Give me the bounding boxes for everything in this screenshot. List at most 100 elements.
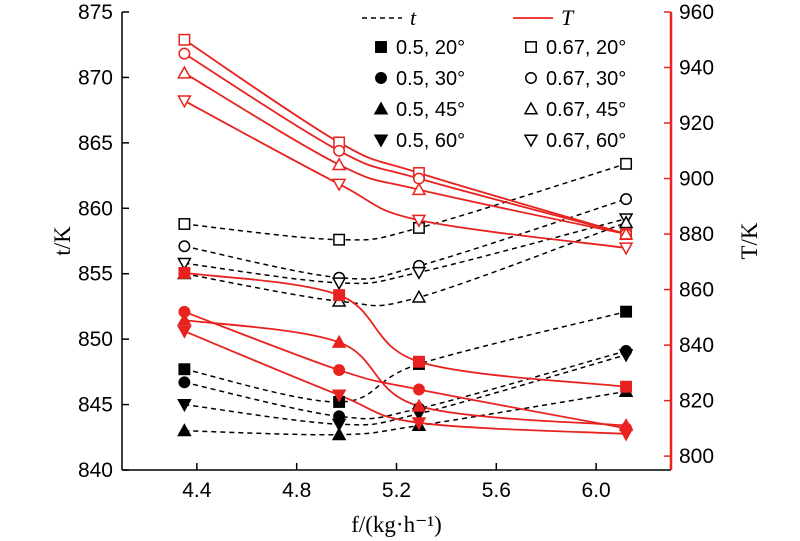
T-point-0-5-60 [177,325,192,339]
left-y-tick-label: 840 [78,459,113,482]
T-point-0-67-45 [331,157,347,171]
right-y-tick-label: 820 [679,390,714,413]
T-series-line-0-67-45 [183,72,627,235]
t-point-0-67-20 [178,218,191,230]
right-y-axis-title: T/K [737,222,762,259]
t-point-0-67-60 [331,277,347,291]
T-point-0-5-20 [620,380,633,393]
left-y-tick-label: 865 [78,132,113,155]
T-point-0-67-45 [618,226,634,240]
t-point-0-5-45 [331,427,347,441]
t-point-0-5-60 [618,349,634,363]
legend-marker-0-67-20 [525,41,537,53]
T-point-0-67-30 [178,47,191,60]
left-y-tick-label: 850 [78,328,113,351]
t-point-0-5-20 [620,305,633,318]
legend-marker-0-67-30 [525,72,537,84]
T-series-line-0-5-60 [184,330,627,435]
right-y-tick-label: 860 [679,279,714,302]
legend-label-0-5-60: 0.5, 60° [396,130,465,152]
T-series-line-0-5-45 [184,319,627,427]
T-point-0-67-60 [411,214,427,228]
x-tick-label: 4.4 [182,479,212,502]
right-y-tick-label: 840 [679,334,714,357]
legend-label-0-67-60: 0.67, 60° [546,130,626,152]
left-y-tick-label: 875 [78,1,113,24]
right-y-tick-label: 800 [679,445,714,468]
legend-label-0-5-30: 0.5, 30° [396,68,465,90]
t-series-line-0-67-30 [184,198,627,280]
t-series-line-0-5-20 [184,310,627,403]
legend-marker-0-5-60 [373,134,389,148]
x-tick-label: 4.8 [282,479,311,502]
t-series-line-0-5-30 [184,350,627,420]
T-point-0-67-30 [333,144,346,157]
T-point-0-5-20 [178,266,191,279]
x-tick-label: 5.2 [382,479,411,502]
right-y-tick-label: 900 [679,168,714,191]
t-point-0-5-20 [178,363,191,376]
T-point-0-5-60 [411,417,427,431]
legend-marker-0-67-45 [523,101,539,115]
T-point-0-5-30 [333,364,346,377]
x-tick-label: 5.6 [482,479,511,502]
legend-label-0-5-20: 0.5, 20° [396,37,465,59]
t-point-0-5-60 [177,399,192,413]
T-point-0-5-20 [413,355,425,368]
right-y-tick-label: 880 [679,223,714,246]
right-y-tick-label: 960 [679,1,714,24]
left-y-axis-title: t/K [50,226,75,256]
T-point-0-67-45 [177,65,192,79]
T-point-0-67-60 [618,242,634,256]
t-point-0-67-20 [333,233,346,246]
T-point-0-5-60 [331,389,347,403]
t-point-0-67-45 [411,289,427,303]
left-y-tick-label: 860 [78,197,113,220]
t-point-0-67-60 [177,257,192,271]
T-point-0-67-60 [177,95,192,109]
legend: t T 0.5, 20° 0.67, 20° 0.5, 30° 0.67, 30° 0.5,… [362,5,626,152]
t-point-0-67-60 [411,266,427,280]
t-series-line-0-67-60 [184,218,627,285]
left-y-tick-label: 870 [78,66,113,89]
legend-marker-0-5-30 [375,72,387,84]
legend-T-label: T [561,5,575,30]
t-point-0-67-30 [620,193,633,206]
T-point-0-5-45 [177,312,192,326]
legend-label-0-67-30: 0.67, 30° [546,68,626,90]
T-point-0-5-20 [333,289,346,302]
T-series-line-0-67-60 [183,100,627,249]
t-series-line-0-67-45 [184,221,627,307]
T-point-0-5-45 [411,398,427,412]
legend-label-0-67-20: 0.67, 20° [546,37,626,59]
right-y-tick-label: 940 [679,57,714,80]
T-series-line-0-67-20 [183,39,627,235]
left-y-tick-label: 845 [78,394,113,417]
legend-label-0-5-45: 0.5, 45° [396,99,465,121]
axes-group: 4.4 4.8 5.2 5.6 6.0 840 845 850 855 860 865 870 875 8… [50,1,762,537]
t-series-line-0-67-20 [184,163,627,241]
legend-label-0-67-45: 0.67, 45° [546,99,626,121]
t-point-0-67-20 [620,157,633,170]
T-point-0-67-45 [411,182,427,196]
right-y-tick-label: 920 [679,112,714,135]
t-point-0-5-30 [178,376,191,389]
legend-t-label: t [410,5,417,30]
T-series-line-0-5-30 [184,310,627,430]
T-series-line-0-67-30 [183,52,627,235]
x-axis-title: f/(kg·h⁻¹) [351,512,442,537]
series-group [177,33,634,442]
t-series-line-0-5-60 [184,354,627,426]
T-point-0-67-20 [178,33,191,46]
t-point-0-67-30 [178,240,191,253]
legend-marker-0-5-45 [373,101,389,115]
legend-marker-0-67-60 [523,134,539,148]
left-y-tick-label: 855 [78,263,113,286]
legend-marker-0-5-20 [375,41,387,53]
t-series-line-0-5-45 [184,390,627,436]
t-point-0-5-45 [177,423,192,437]
T-point-0-5-45 [331,334,347,348]
t-point-0-5-60 [331,418,347,432]
T-point-0-5-60 [618,428,634,442]
